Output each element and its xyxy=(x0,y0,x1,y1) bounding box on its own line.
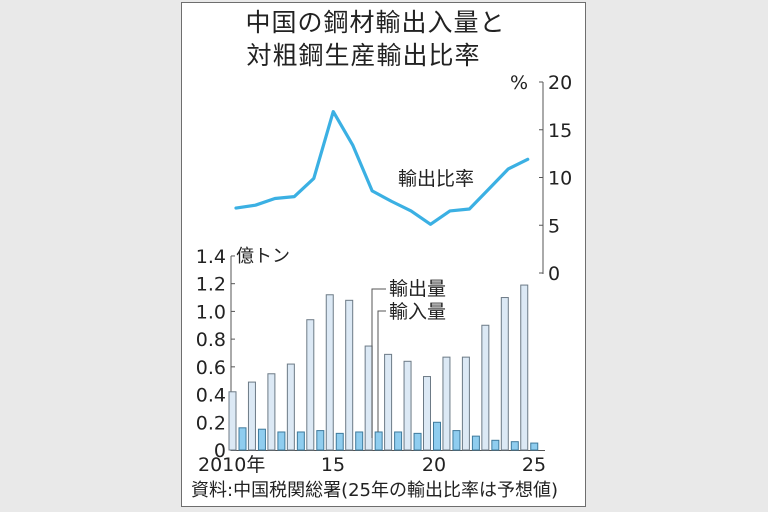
import-bar xyxy=(277,431,286,451)
export-bar xyxy=(286,363,295,451)
right-axis-tick-label: 10 xyxy=(548,168,572,190)
import-bar xyxy=(316,430,325,451)
import-bar xyxy=(374,431,383,451)
left-axis-tick-label: 1.2 xyxy=(196,274,226,296)
left-axis-tick-label: 1.0 xyxy=(196,301,226,323)
import-bar xyxy=(510,441,519,451)
import-bar xyxy=(238,427,247,451)
export-bar xyxy=(247,381,256,451)
import-bar xyxy=(452,430,461,451)
chart-title-line-1: 中国の鋼材輸出入量と xyxy=(245,8,506,37)
x-tick-20: 20 xyxy=(422,454,446,476)
left-axis-tick-label: 0.6 xyxy=(196,357,226,379)
x-tick-2010: 2010年 xyxy=(198,454,265,476)
left-axis-unit: 億トン xyxy=(236,246,290,267)
right-axis-ratio: 0 5 10 15 20% xyxy=(510,72,572,285)
export-bar xyxy=(403,360,412,451)
bar-series xyxy=(228,284,539,451)
right-axis-unit: % xyxy=(510,72,528,94)
right-axis-tick-label: 0 xyxy=(548,263,560,285)
x-tick-15: 15 xyxy=(321,454,345,476)
import-bar xyxy=(335,432,344,451)
chart-title-line-2: 対粗鋼生産輸出比率 xyxy=(246,41,481,70)
ratio-line xyxy=(234,110,530,226)
right-axis-tick-label: 20 xyxy=(548,72,572,94)
leader-import xyxy=(377,310,386,432)
import-bar xyxy=(296,431,305,451)
export-bar xyxy=(384,353,393,451)
export-bar xyxy=(345,299,354,451)
leader-export xyxy=(371,288,386,438)
export-bar xyxy=(325,294,334,451)
label-import: 輸入量 xyxy=(389,301,446,323)
import-bar xyxy=(413,432,422,451)
label-export: 輸出量 xyxy=(389,278,446,300)
import-bar xyxy=(394,431,403,451)
x-axis: 2010年 15 20 25 資料:中国税関総署(25年の輸出比率は予想値) xyxy=(191,454,558,501)
left-axis-tick-label: 0.8 xyxy=(196,329,226,351)
import-bar xyxy=(257,428,266,451)
line-label-ratio: 輸出比率 xyxy=(398,168,474,190)
export-bar xyxy=(442,356,451,451)
left-axis-tick-label: 0.4 xyxy=(196,385,226,407)
export-bar xyxy=(364,345,373,451)
export-bar xyxy=(520,284,529,451)
export-bar xyxy=(461,356,470,451)
left-axis-tick-label: 0 xyxy=(214,440,226,462)
left-axis-volume: 0 0.2 0.4 0.6 0.8 1.0 1.2 1.4 億トン xyxy=(196,246,545,462)
import-bar xyxy=(491,439,500,451)
left-axis-tick-label: 1.4 xyxy=(196,246,226,268)
import-bar xyxy=(355,431,364,451)
right-axis-tick-label: 15 xyxy=(548,120,572,142)
left-axis-tick-label: 0.2 xyxy=(196,412,226,434)
import-bar xyxy=(433,421,441,451)
export-bar xyxy=(228,391,237,451)
ratio-line-series xyxy=(234,110,530,226)
x-tick-25: 25 xyxy=(522,454,546,476)
right-axis-tick-label: 5 xyxy=(548,215,560,237)
export-bar xyxy=(423,376,431,451)
export-bar xyxy=(267,373,276,451)
import-bar xyxy=(471,435,480,451)
export-bar xyxy=(306,319,315,451)
export-bar xyxy=(500,297,509,451)
source-note: 資料:中国税関総署(25年の輸出比率は予想値) xyxy=(191,480,558,501)
export-bar xyxy=(481,324,490,451)
import-bar xyxy=(530,442,539,451)
